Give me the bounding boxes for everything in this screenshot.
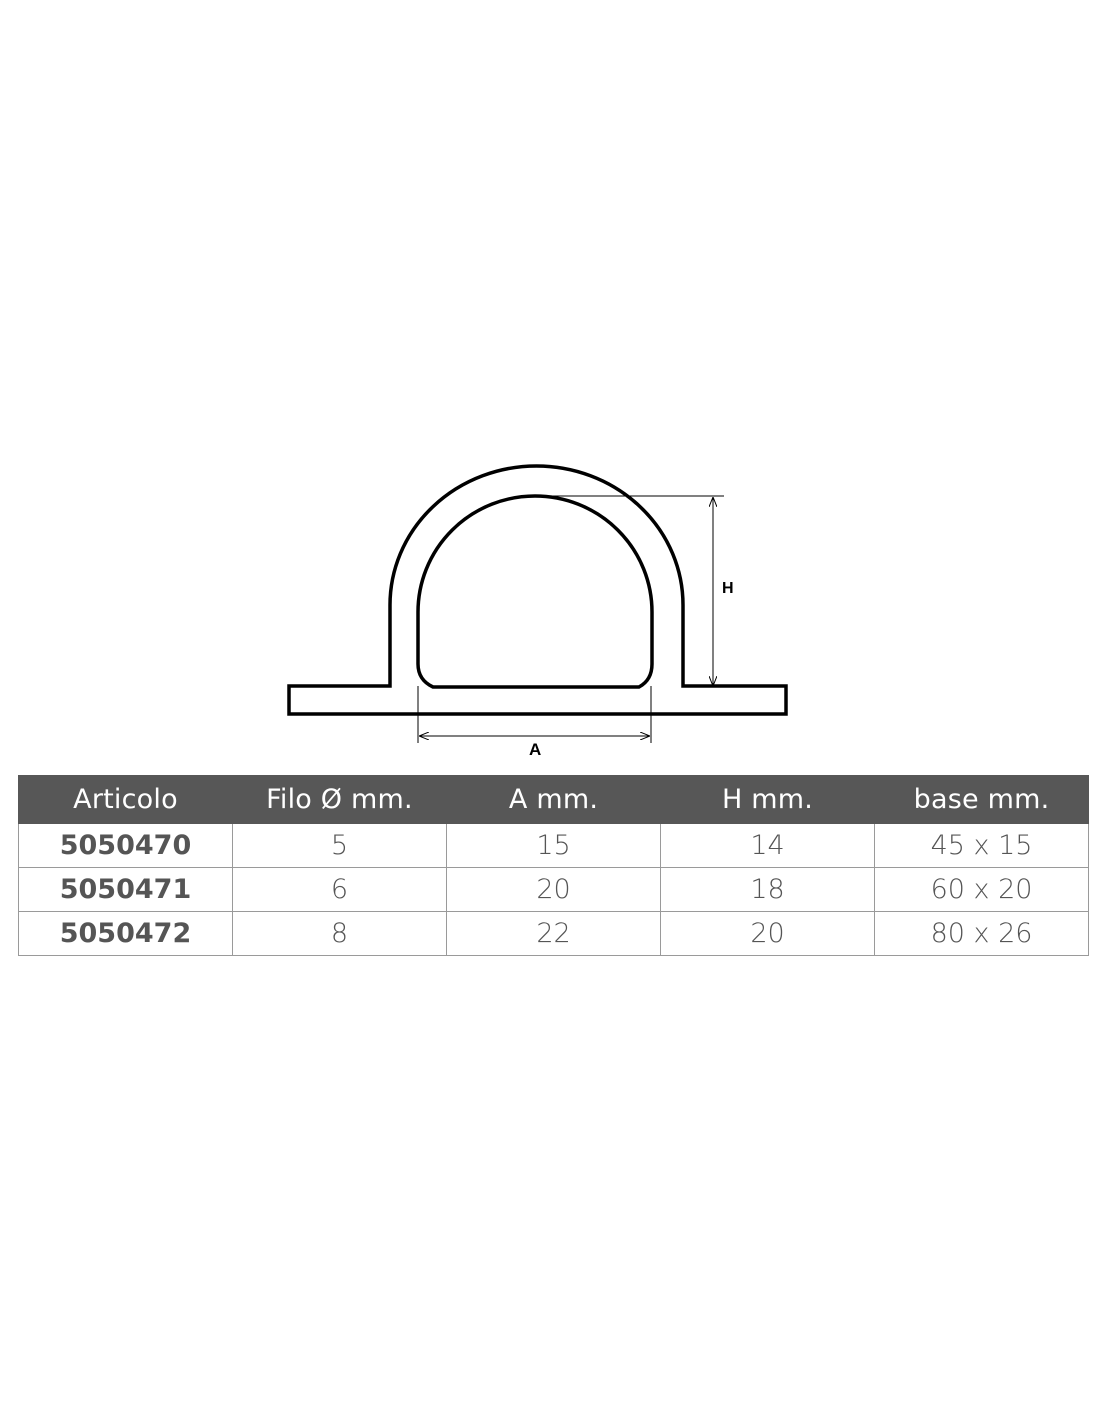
- table-row: 5050472 8 22 20 80 x 26: [18, 911, 1089, 956]
- header-filo: Filo Ø mm.: [232, 775, 447, 824]
- specifications-table: Articolo Filo Ø mm. A mm. H mm. base mm.…: [18, 775, 1089, 956]
- cell-base: 80 x 26: [874, 911, 1089, 956]
- cell-filo: 8: [232, 911, 447, 956]
- cell-articolo: 5050472: [18, 911, 233, 956]
- pad-eye-outer-profile: [287, 464, 788, 716]
- table-row: 5050470 5 15 14 45 x 15: [18, 823, 1089, 868]
- cell-base: 60 x 20: [874, 867, 1089, 912]
- cell-base: 45 x 15: [874, 823, 1089, 868]
- cell-a: 15: [446, 823, 661, 868]
- cell-a: 22: [446, 911, 661, 956]
- cell-a: 20: [446, 867, 661, 912]
- header-articolo: Articolo: [18, 775, 233, 824]
- cell-h: 18: [660, 867, 875, 912]
- cell-h: 20: [660, 911, 875, 956]
- header-a: A mm.: [446, 775, 661, 824]
- table-header-row: Articolo Filo Ø mm. A mm. H mm. base mm.: [18, 775, 1089, 824]
- table-row: 5050471 6 20 18 60 x 20: [18, 867, 1089, 912]
- header-h: H mm.: [660, 775, 875, 824]
- cell-h: 14: [660, 823, 875, 868]
- cell-filo: 5: [232, 823, 447, 868]
- cell-articolo: 5050471: [18, 867, 233, 912]
- h-label: H: [722, 580, 734, 597]
- cell-articolo: 5050470: [18, 823, 233, 868]
- a-label: A: [529, 740, 541, 759]
- pad-eye-inner-profile: [416, 494, 654, 689]
- cell-filo: 6: [232, 867, 447, 912]
- pad-eye-drawing: H A: [287, 464, 788, 759]
- header-base: base mm.: [874, 775, 1089, 824]
